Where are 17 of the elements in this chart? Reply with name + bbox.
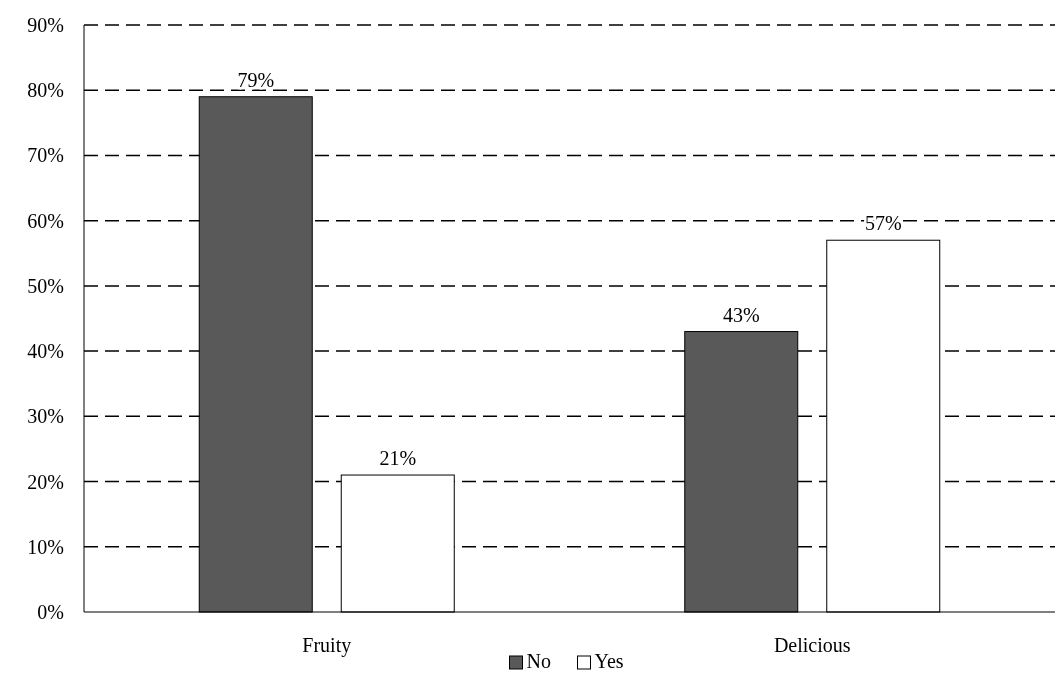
y-tick-label: 0% [37, 601, 64, 623]
y-tick-label: 80% [27, 79, 64, 102]
data-label: 43% [722, 303, 760, 326]
data-label: 79% [237, 68, 275, 91]
y-tick-label: 90% [27, 14, 64, 36]
y-tick-label: 60% [27, 209, 64, 232]
y-tick-label: 50% [27, 274, 64, 297]
y-tick-label: 10% [27, 535, 64, 558]
y-tick-label: 70% [27, 144, 64, 167]
y-tick-label: 40% [27, 340, 64, 363]
legend-label: Yes [594, 650, 624, 672]
legend-label: No [526, 650, 551, 672]
y-tick-label: 30% [27, 405, 64, 428]
y-tick-label: 20% [27, 470, 64, 493]
data-label: 21% [379, 447, 417, 470]
x-tick-label: Delicious [773, 634, 851, 656]
x-tick-label: Fruity [302, 634, 352, 657]
